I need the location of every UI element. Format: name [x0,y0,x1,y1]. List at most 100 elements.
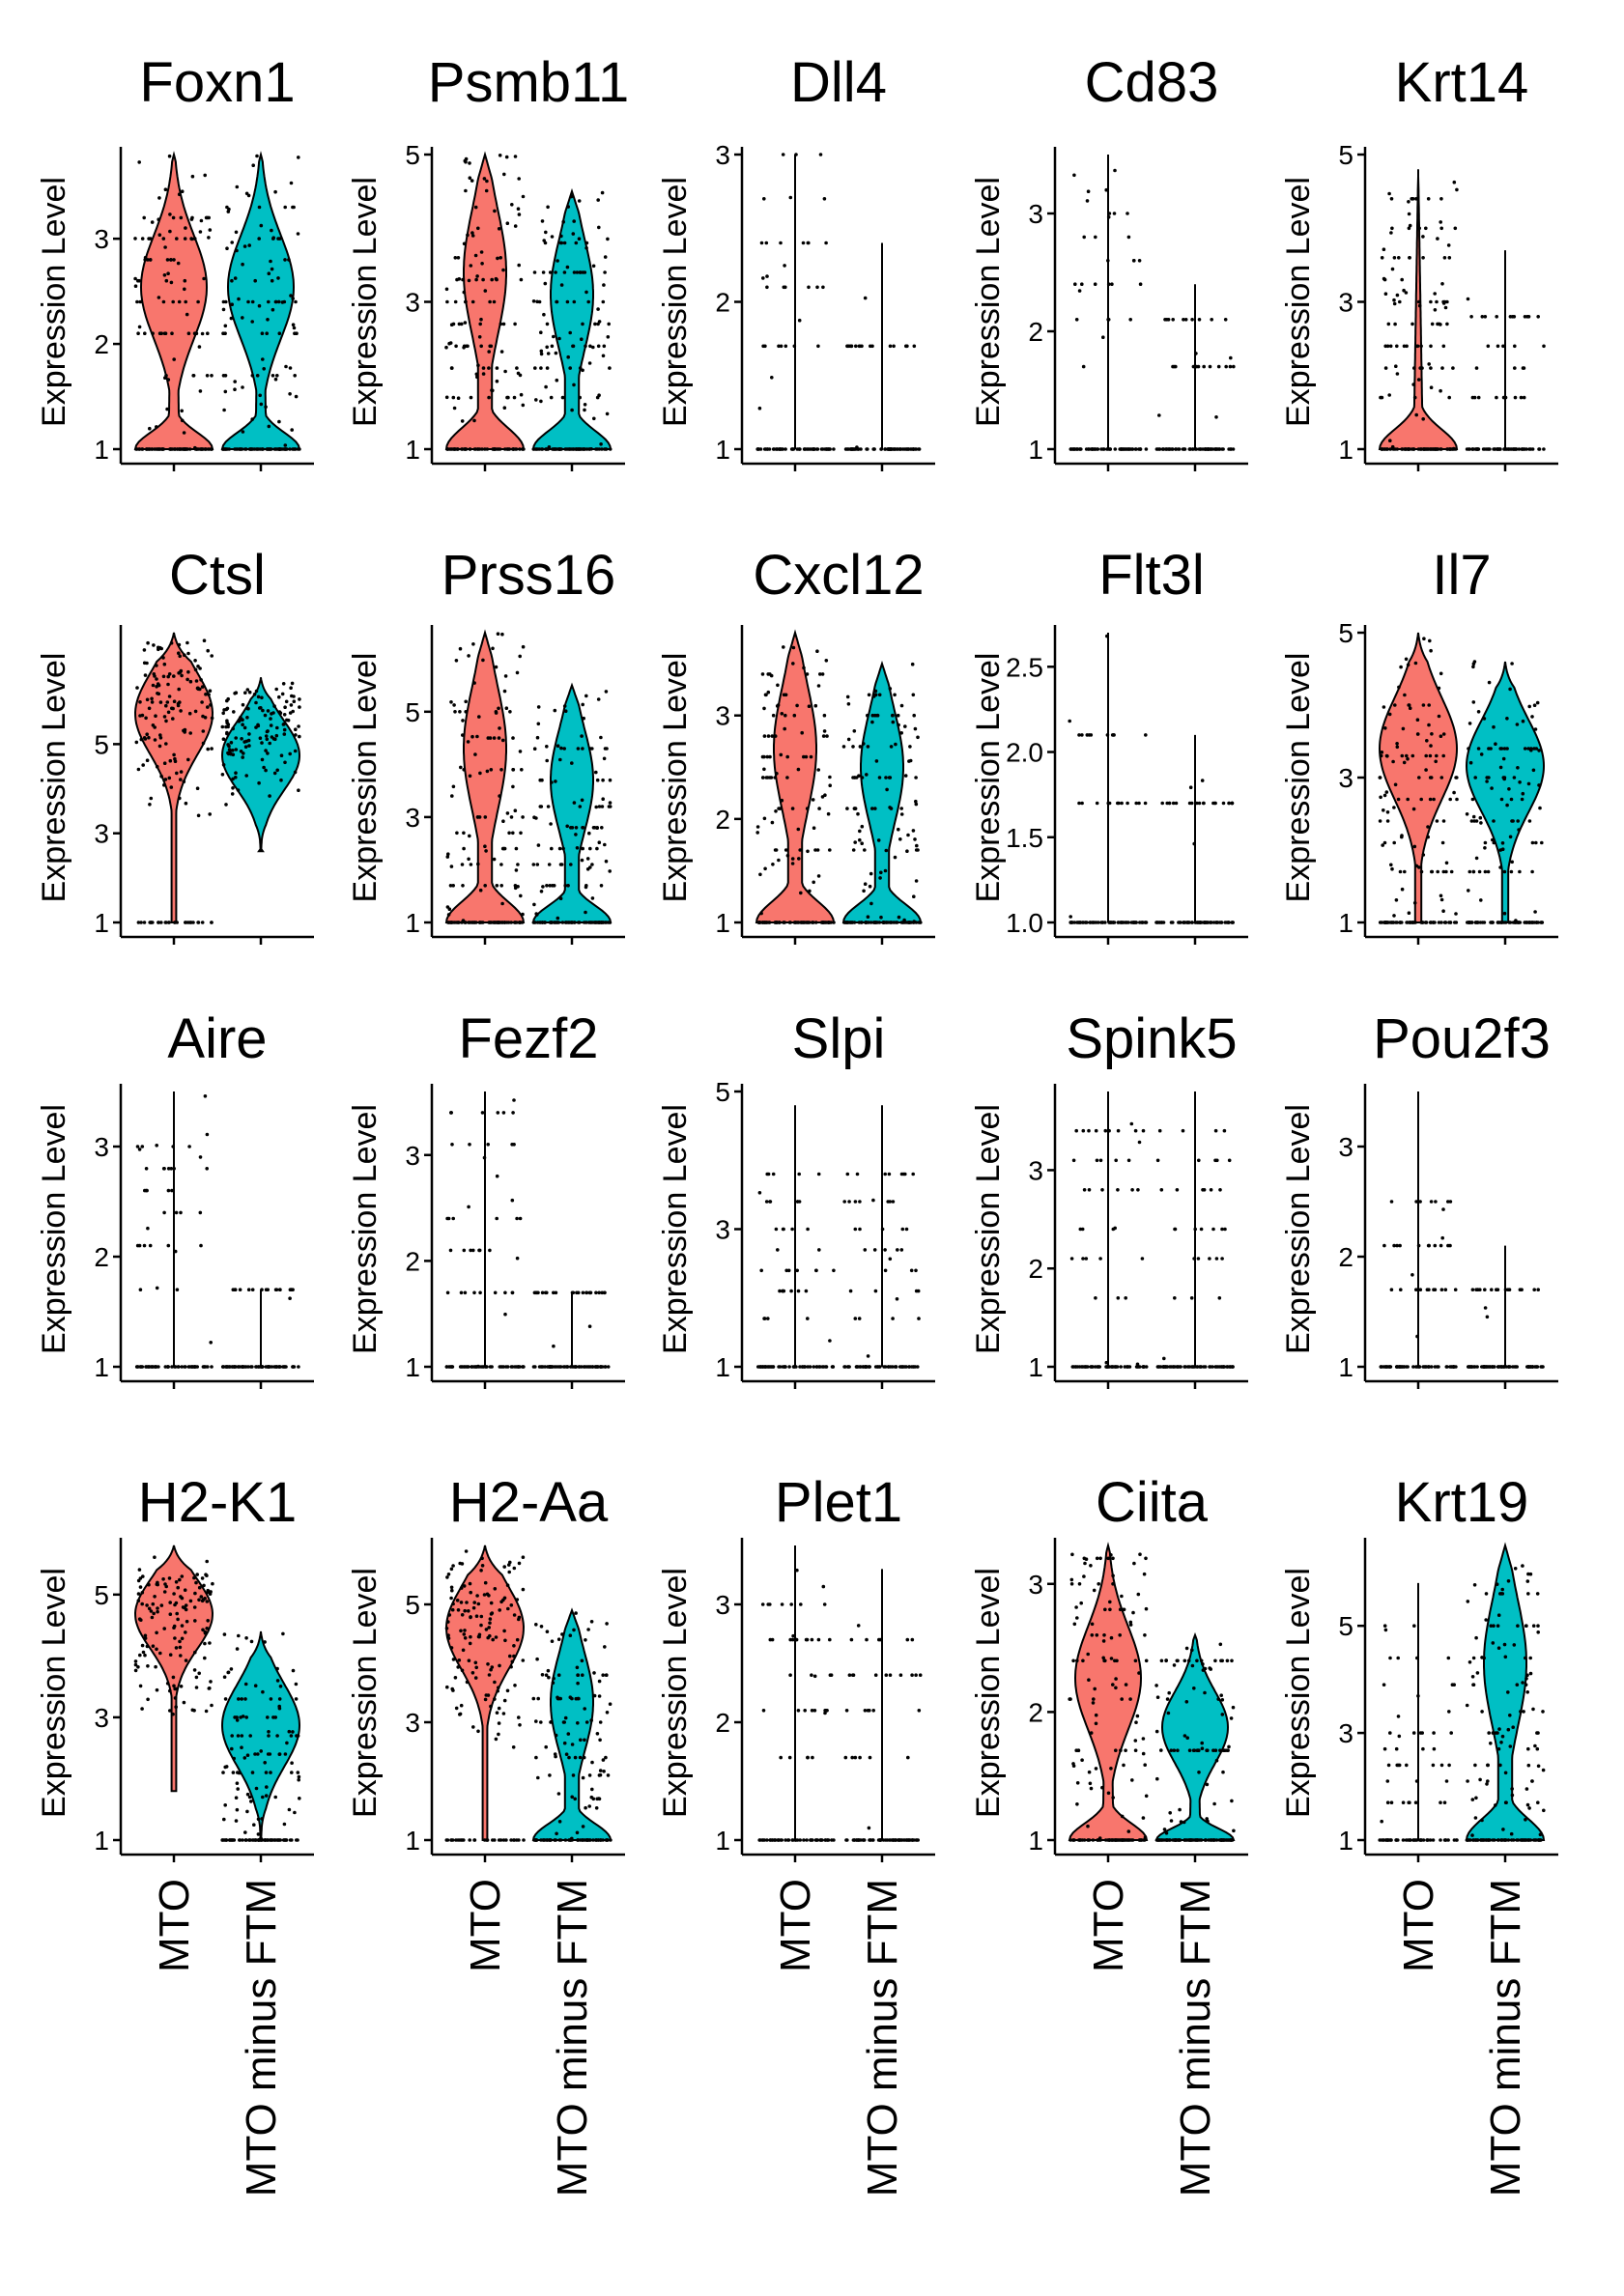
y-tick-label: 1 [1338,908,1353,938]
y-tick-label: 3 [405,803,420,833]
x-tick-label: MTO minus FTM [1482,1879,1529,2197]
violin-mto-minus-ftm [531,682,613,923]
violin-mto [1068,1542,1149,1841]
y-axis-label: Expression Level [36,1104,72,1354]
x-tick-label: MTO minus FTM [549,1879,596,2197]
y-tick-label: 1 [94,908,109,938]
panel-pou2f3: Pou2f3 Expression Level 1 2 3 [1280,1007,1558,1389]
points-mto-minus-ftm [220,1288,300,1369]
y-tick-label: 3 [715,1215,730,1245]
violin-mto [133,632,214,923]
panel-il7: Il7 Expression Level 1 3 5 [1280,544,1558,945]
panel-title: Dll4 [790,51,887,114]
panel-ciita: Ciita Expression Level 1 2 3 MTO MTO minus FTM [970,1471,1248,2197]
panel-spink5: Spink5 Expression Level 1 2 3 [970,1007,1248,1389]
violin-mto-minus-ftm [1465,661,1546,923]
violin-mto-minus-ftm [531,187,613,450]
y-tick-label: 2 [94,1242,109,1272]
y-tick-label: 3 [1028,1570,1043,1600]
y-tick-label: 1.5 [1006,823,1043,853]
points-mto-minus-ftm [531,1611,613,1842]
points-mto [755,153,836,451]
points-mto [134,638,214,924]
violin-mto [755,629,836,923]
y-tick-label: 3 [1028,199,1043,229]
y-tick-label: 5 [715,1077,730,1107]
violin-mto [444,151,526,450]
x-tick-label: MTO minus FTM [1172,1879,1219,2197]
y-tick-label: 3 [94,224,109,254]
y-axis-label: Expression Level [1280,177,1317,427]
y-axis-label: Expression Level [970,177,1007,427]
y-tick-label: 5 [1338,618,1353,648]
x-tick-label: MTO [772,1879,819,1972]
points-mto [444,1098,526,1369]
panel-title: Cd83 [1085,51,1219,114]
y-tick-label: 1 [1338,1826,1353,1856]
points-mto [1379,1200,1458,1369]
panel-title: Prss16 [442,544,616,607]
y-tick-label: 5 [405,1590,420,1620]
y-tick-label: 3 [94,1703,109,1733]
y-tick-label: 1 [94,1826,109,1856]
violin-mto [133,1545,214,1793]
y-tick-label: 3 [405,288,420,318]
violin-mto-minus-ftm [1154,1631,1236,1841]
points-mto-minus-ftm [220,1631,301,1842]
panel-ctsl: Ctsl Expression Level 1 3 5 [36,544,314,945]
y-tick-label: 5 [405,140,420,170]
y-tick-label: 1 [1028,1826,1043,1856]
panel-title: Il7 [1432,544,1491,607]
panel-title: Plet1 [775,1471,902,1534]
y-tick-label: 1 [1028,1352,1043,1382]
points-mto-minus-ftm [1467,1288,1545,1369]
x-tick-label: MTO [462,1879,509,1972]
y-tick-label: 1 [94,1352,109,1382]
y-tick-label: 2 [94,329,109,359]
y-tick-label: 2 [1028,1697,1043,1727]
y-tick-label: 1 [1338,435,1353,465]
y-tick-label: 1 [715,908,730,938]
y-tick-label: 1 [1028,435,1043,465]
panel-title: Pou2f3 [1373,1007,1551,1070]
y-axis-label: Expression Level [657,653,694,903]
panel-flt3l: Flt3l Expression Level 1.0 1.5 2.0 2.5 [970,544,1248,945]
panel-title: Psmb11 [428,51,629,114]
points-mto [1378,1624,1459,1842]
points-mto [444,1549,526,1842]
y-tick-label: 3 [94,819,109,849]
y-tick-label: 1 [405,1826,420,1856]
y-tick-label: 1 [715,435,730,465]
y-tick-label: 2 [715,805,730,835]
panel-title: Krt14 [1395,51,1529,114]
y-tick-label: 1 [405,1352,420,1382]
panel-title: Cxcl12 [753,544,924,607]
points-mto [444,154,526,451]
points-mto-minus-ftm [841,662,923,924]
points-mto [1069,1121,1149,1369]
panel-title: Aire [167,1007,267,1070]
panel-krt14: Krt14 Expression Level 1 3 5 [1280,51,1558,471]
points-mto [755,645,836,924]
points-mto-minus-ftm [1465,660,1545,924]
panel-title: H2-Aa [449,1471,609,1534]
panel-title: Foxn1 [139,51,295,114]
panel-title: Spink5 [1066,1007,1237,1070]
points-mto-minus-ftm [843,296,922,451]
panel-title: Fezf2 [458,1007,598,1070]
points-mto-minus-ftm [1465,1564,1546,1842]
panel-title: Flt3l [1098,544,1205,607]
y-axis-label: Expression Level [970,1568,1007,1818]
y-tick-label: 2 [1028,1254,1043,1284]
points-mto-minus-ftm [842,1172,921,1369]
violin-mto [1378,169,1459,450]
points-mto [133,154,214,451]
y-axis-label: Expression Level [970,653,1007,903]
points-mto [1378,637,1459,924]
points-mto-minus-ftm [1154,779,1235,924]
y-tick-label: 3 [1028,1155,1043,1185]
y-axis-label: Expression Level [657,1568,694,1818]
points-mto-minus-ftm [1154,1642,1236,1842]
y-tick-label: 3 [1338,1718,1353,1748]
